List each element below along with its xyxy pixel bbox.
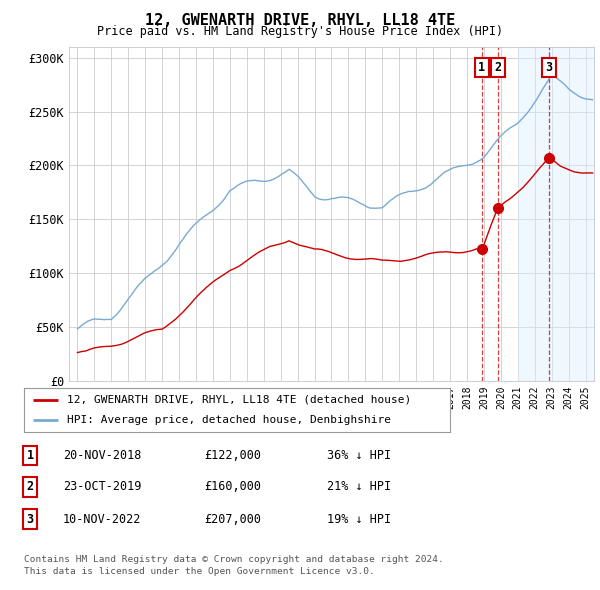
Text: 1: 1 [26,449,34,462]
Text: 1: 1 [478,61,485,74]
Text: 12, GWENARTH DRIVE, RHYL, LL18 4TE (detached house): 12, GWENARTH DRIVE, RHYL, LL18 4TE (deta… [67,395,411,405]
Text: Contains HM Land Registry data © Crown copyright and database right 2024.: Contains HM Land Registry data © Crown c… [24,555,444,564]
Text: HPI: Average price, detached house, Denbighshire: HPI: Average price, detached house, Denb… [67,415,391,425]
Text: 21% ↓ HPI: 21% ↓ HPI [327,480,391,493]
Text: 2: 2 [26,480,34,493]
Text: 12, GWENARTH DRIVE, RHYL, LL18 4TE: 12, GWENARTH DRIVE, RHYL, LL18 4TE [145,13,455,28]
Bar [518,47,600,381]
Text: 2: 2 [494,61,501,74]
Text: This data is licensed under the Open Government Licence v3.0.: This data is licensed under the Open Gov… [24,566,375,576]
Text: £160,000: £160,000 [204,480,261,493]
Text: 3: 3 [546,61,553,74]
Text: 10-NOV-2022: 10-NOV-2022 [63,513,142,526]
Text: Price paid vs. HM Land Registry's House Price Index (HPI): Price paid vs. HM Land Registry's House … [97,25,503,38]
Text: 20-NOV-2018: 20-NOV-2018 [63,449,142,462]
Text: 36% ↓ HPI: 36% ↓ HPI [327,449,391,462]
Text: £207,000: £207,000 [204,513,261,526]
Text: 19% ↓ HPI: 19% ↓ HPI [327,513,391,526]
Text: 23-OCT-2019: 23-OCT-2019 [63,480,142,493]
Text: 3: 3 [26,513,34,526]
Text: £122,000: £122,000 [204,449,261,462]
